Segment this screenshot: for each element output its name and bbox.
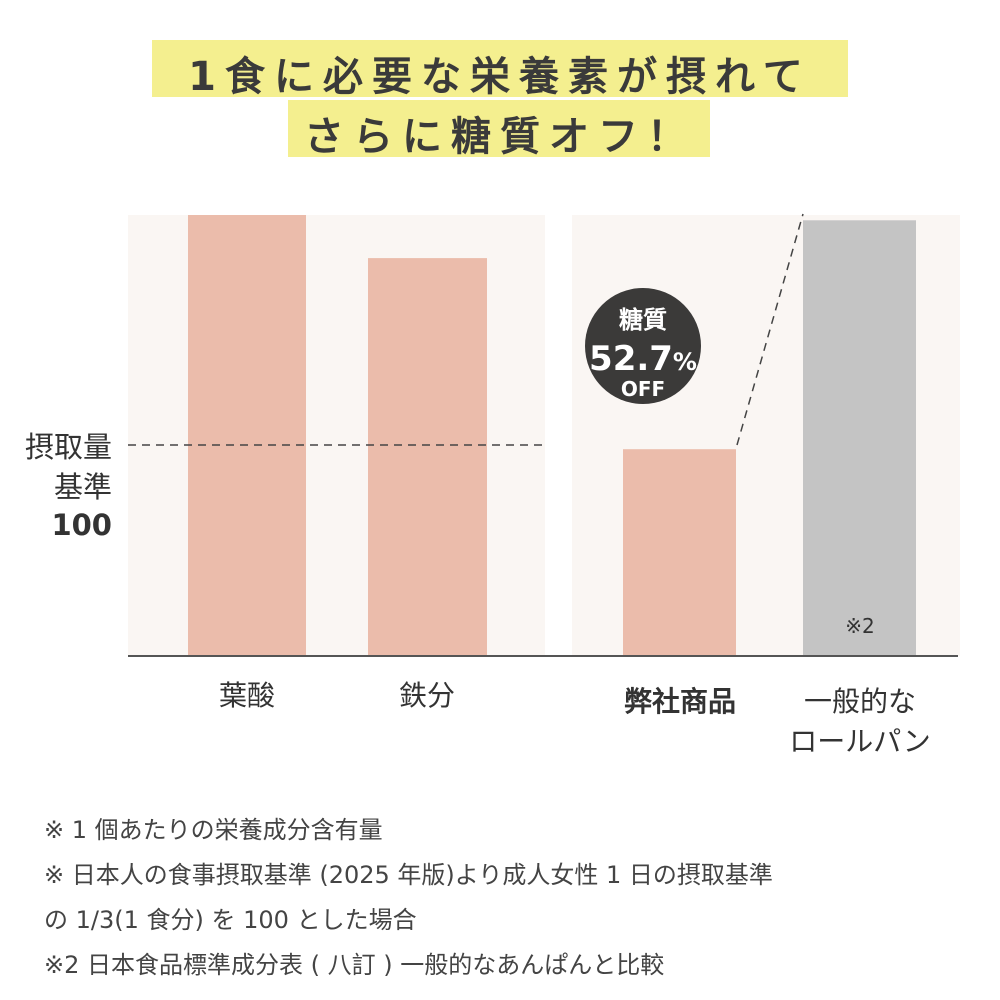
carb-off-badge — [585, 288, 701, 404]
footnote-1: ※ 1 個あたりの栄養成分含有量 — [44, 816, 383, 844]
badge-value: 52.7% — [589, 339, 697, 379]
category-label-roll-2: ロールパン — [789, 725, 931, 758]
bar-roll-bread — [803, 220, 916, 657]
title-highlight-1 — [152, 40, 848, 97]
title-highlight-2 — [288, 100, 710, 157]
title-line-1: 1食に必要な栄養素が摂れて — [188, 54, 812, 100]
title-line-2: さらに糖質オフ！ — [304, 114, 696, 160]
comparison-dashed-line — [736, 213, 804, 446]
footnote-2: ※ 日本人の食事摂取基準 (2025 年版)より成人女性 1 日の摂取基準 — [44, 861, 773, 889]
bar-folic-acid — [188, 215, 306, 656]
category-label-roll-1: 一般的な — [803, 685, 916, 718]
reference-label-1: 摂取量 — [24, 430, 112, 464]
bar-note: ※2 — [845, 614, 874, 638]
footnotes: ※ 1 個あたりの栄養成分含有量 ※ 日本人の食事摂取基準 (2025 年版)よ… — [44, 808, 773, 988]
bar-iron — [368, 258, 487, 656]
category-label-iron: 鉄分 — [398, 679, 455, 712]
bar-our-product — [623, 449, 736, 656]
footnote-3: の 1/3(1 食分) を 100 とした場合 — [44, 906, 417, 934]
category-label-folic-acid: 葉酸 — [218, 679, 275, 712]
badge-label: 糖質 — [619, 306, 667, 334]
footnote-4: ※2 日本食品標準成分表 ( 八訂 ) 一般的なあんぱんと比較 — [44, 951, 665, 979]
reference-label-3: 100 — [51, 508, 112, 542]
category-label-our-product: 弊社商品 — [623, 685, 736, 718]
reference-label-2: 基準 — [53, 470, 112, 504]
badge-off: OFF — [621, 377, 665, 401]
